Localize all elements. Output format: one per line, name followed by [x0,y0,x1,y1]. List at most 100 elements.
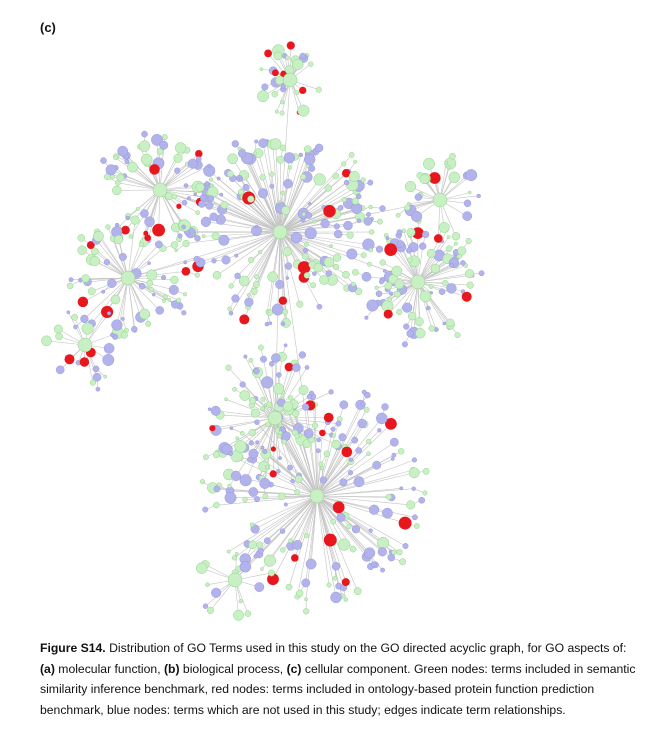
green-node [318,461,324,467]
green-node [288,395,294,401]
blue-node [216,176,221,181]
green-node [303,608,310,615]
blue-node [181,310,187,316]
blue-node [478,270,485,277]
edge [316,423,363,497]
green-node [296,589,304,597]
green-node [171,193,178,200]
edge [316,495,415,518]
green-node [271,90,278,98]
green-node [138,241,144,247]
blue-node [73,324,78,330]
green-node [353,587,362,596]
green-node [41,335,52,347]
green-node [55,332,63,341]
green-node [226,549,231,554]
blue-node [331,562,341,571]
edge [417,240,439,283]
caption-label-a: (a) [40,661,55,676]
green-node [352,268,359,276]
green-node [66,282,74,290]
blue-node [250,524,260,534]
green-node [130,215,140,225]
edge [250,198,281,233]
green-node [444,160,449,165]
blue-node [362,238,375,251]
edge [417,281,450,328]
green-node [342,270,350,279]
blue-node [271,303,284,316]
edge [210,179,281,233]
red-node [398,516,412,530]
blue-node [283,343,288,348]
blue-node [330,591,342,604]
green-node [135,207,140,211]
blue-node [419,242,427,250]
edge [417,281,451,323]
red-node [297,261,311,274]
green-node [428,284,434,289]
red-node [278,296,288,305]
green-node [81,322,94,335]
edge [279,149,308,233]
green-node [235,436,239,440]
blue-node [159,140,169,150]
green-node [366,451,371,456]
green-node [282,247,292,257]
blue-node [271,353,281,363]
blue-node [377,547,387,557]
blue-node [366,299,379,312]
green-node [105,224,111,230]
edge [228,495,318,552]
blue-node [285,276,290,280]
green-node [300,173,307,180]
nodes [41,41,485,621]
blue-node [343,220,353,231]
blue-node [319,476,327,484]
green-node [330,518,337,525]
green-node [313,173,326,186]
blue-node [257,188,269,199]
blue-node [261,376,274,389]
edge [316,495,330,586]
blue-node [181,199,188,206]
green-node [139,308,150,320]
blue-node [181,224,186,230]
green-node [77,245,87,255]
blue-node [118,252,127,261]
green-node [413,523,420,529]
green-node [346,523,352,530]
green-node [278,423,282,428]
edge [256,421,318,497]
green-node [360,177,366,183]
green-node [309,488,325,504]
green-node [231,555,238,561]
edge [275,144,281,233]
green-node [298,385,309,396]
blue-node [228,451,233,456]
blue-node [151,292,156,297]
blue-node [202,603,209,609]
blue-node [258,138,268,148]
blue-node [161,274,167,281]
green-node [112,185,122,196]
green-node [285,583,293,591]
blue-node [449,263,455,268]
edge [279,208,357,233]
green-node [406,500,416,510]
edge [316,459,352,497]
blue-node [325,270,332,277]
green-node [351,281,356,287]
blue-node [320,219,330,229]
blue-node [346,248,358,260]
green-node [259,67,264,72]
green-node [269,138,282,150]
blue-node [211,258,217,264]
blue-node [406,329,414,338]
blue-node [268,321,273,326]
blue-node [219,192,224,197]
blue-node [391,452,397,458]
blue-node [333,229,343,239]
green-node [234,440,247,453]
green-node [116,173,125,182]
